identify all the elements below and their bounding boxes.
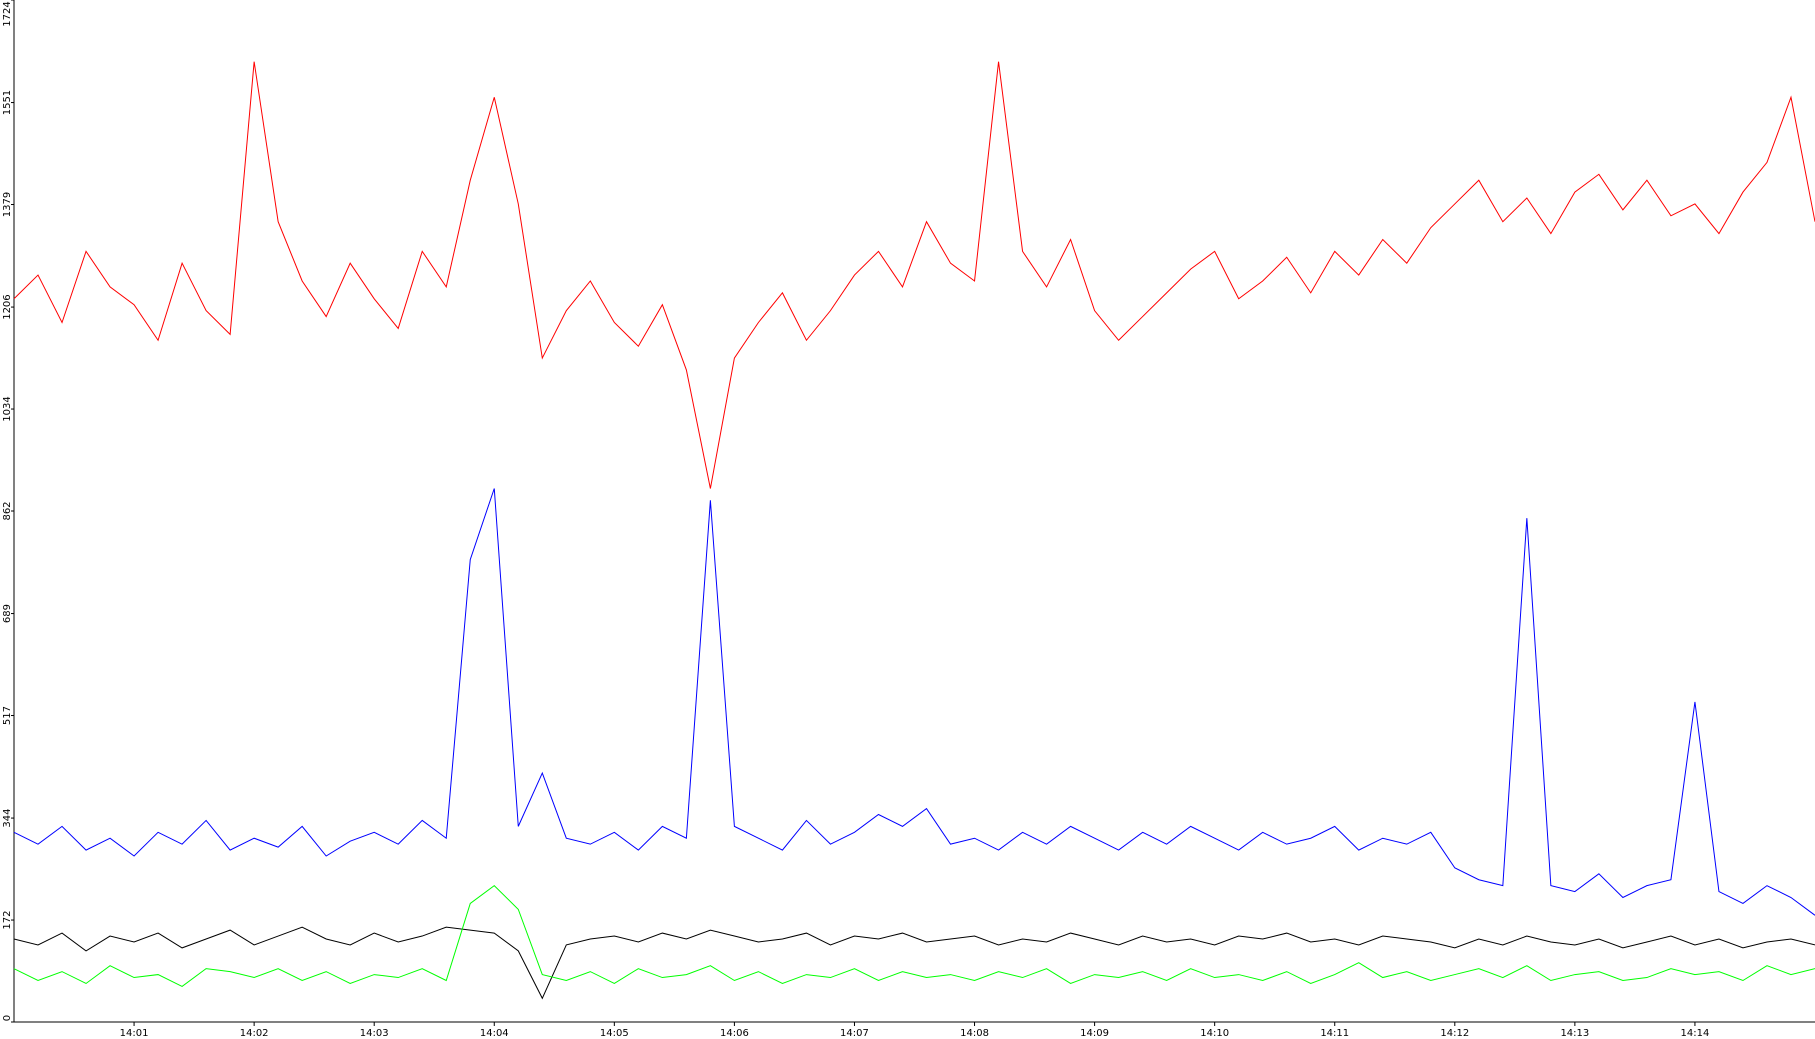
y-tick-label: 1034 — [2, 396, 13, 421]
y-tick-label: 1551 — [2, 90, 13, 115]
x-tick-label: 14:10 — [1200, 1028, 1229, 1039]
x-tick-label: 14:13 — [1560, 1028, 1589, 1039]
y-tick-label: 1206 — [2, 294, 13, 319]
series-line — [13, 926, 1815, 1000]
y-tick-label: 517 — [2, 706, 13, 725]
x-tick-label: 14:06 — [720, 1028, 749, 1039]
x-tick-label: 14:08 — [960, 1028, 989, 1039]
y-tick-label: 344 — [2, 809, 13, 828]
series-line — [13, 61, 1815, 489]
x-tick-label: 14:12 — [1440, 1028, 1469, 1039]
x-tick-label: 14:11 — [1320, 1028, 1349, 1039]
x-tick-label: 14:04 — [480, 1028, 509, 1039]
x-tick-label: 14:07 — [840, 1028, 869, 1039]
x-tick-label: 14:03 — [360, 1028, 389, 1039]
y-tick-label: 1379 — [2, 192, 13, 217]
x-tick-label: 14:01 — [120, 1028, 149, 1039]
y-tick-label: 1724 — [2, 1, 13, 26]
series-line — [13, 488, 1815, 916]
y-tick-label: 172 — [2, 910, 13, 929]
x-tick-label: 14:05 — [600, 1028, 629, 1039]
series-line — [13, 884, 1815, 988]
x-tick-label: 14:09 — [1080, 1028, 1109, 1039]
y-tick-label: 0 — [2, 1015, 13, 1021]
x-tick-label: 14:14 — [1681, 1028, 1710, 1039]
x-tick-label: 14:02 — [240, 1028, 269, 1039]
y-tick-label: 862 — [2, 501, 13, 520]
y-tick-label: 689 — [2, 604, 13, 623]
